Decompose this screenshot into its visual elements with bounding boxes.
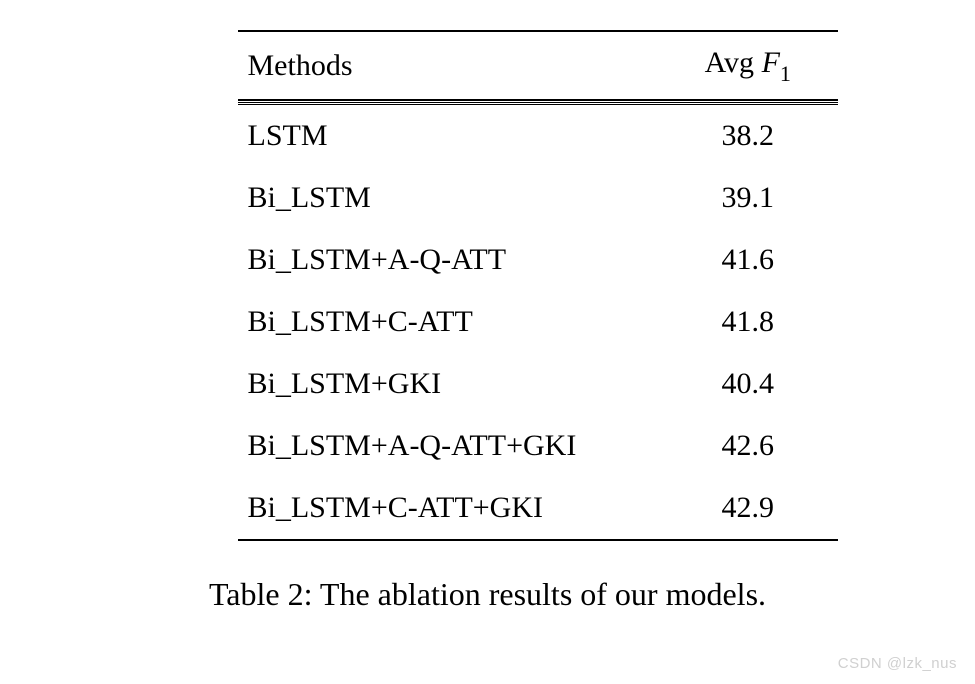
avg-prefix: Avg	[705, 46, 762, 79]
caption-text: The ablation results of our models.	[312, 576, 766, 612]
results-table-container: Methods Avg F1 LSTM 38.2 Bi_LSTM 39.1 Bi…	[138, 30, 838, 541]
value-cell: 38.2	[678, 103, 837, 167]
method-cell: Bi_LSTM	[238, 167, 679, 229]
table-row: Bi_LSTM+C-ATT 41.8	[238, 291, 838, 353]
method-cell: Bi_LSTM+A-Q-ATT	[238, 229, 679, 291]
table-row: Bi_LSTM+A-Q-ATT+GKI 42.6	[238, 415, 838, 477]
method-cell: Bi_LSTM+GKI	[238, 353, 679, 415]
table-row: Bi_LSTM+GKI 40.4	[238, 353, 838, 415]
value-cell: 42.6	[678, 415, 837, 477]
column-header-methods: Methods	[238, 31, 679, 100]
method-cell: Bi_LSTM+C-ATT	[238, 291, 679, 353]
f-subscript: 1	[780, 61, 791, 86]
value-cell: 39.1	[678, 167, 837, 229]
table-caption: Table 2: The ablation results of our mod…	[20, 576, 955, 613]
column-header-avgf1: Avg F1	[678, 31, 837, 100]
table-row: LSTM 38.2	[238, 103, 838, 167]
method-cell: Bi_LSTM+C-ATT+GKI	[238, 477, 679, 540]
value-cell: 42.9	[678, 477, 837, 540]
method-cell: Bi_LSTM+A-Q-ATT+GKI	[238, 415, 679, 477]
table-row: Bi_LSTM+A-Q-ATT 41.6	[238, 229, 838, 291]
f-symbol: F	[762, 46, 780, 79]
caption-prefix: Table 2:	[209, 576, 313, 612]
value-cell: 41.6	[678, 229, 837, 291]
table-body: LSTM 38.2 Bi_LSTM 39.1 Bi_LSTM+A-Q-ATT 4…	[238, 103, 838, 540]
table-row: Bi_LSTM+C-ATT+GKI 42.9	[238, 477, 838, 540]
method-cell: LSTM	[238, 103, 679, 167]
value-cell: 40.4	[678, 353, 837, 415]
ablation-results-table: Methods Avg F1 LSTM 38.2 Bi_LSTM 39.1 Bi…	[238, 30, 838, 541]
csdn-watermark: CSDN @lzk_nus	[838, 655, 957, 672]
table-row: Bi_LSTM 39.1	[238, 167, 838, 229]
value-cell: 41.8	[678, 291, 837, 353]
table-header-row: Methods Avg F1	[238, 31, 838, 100]
